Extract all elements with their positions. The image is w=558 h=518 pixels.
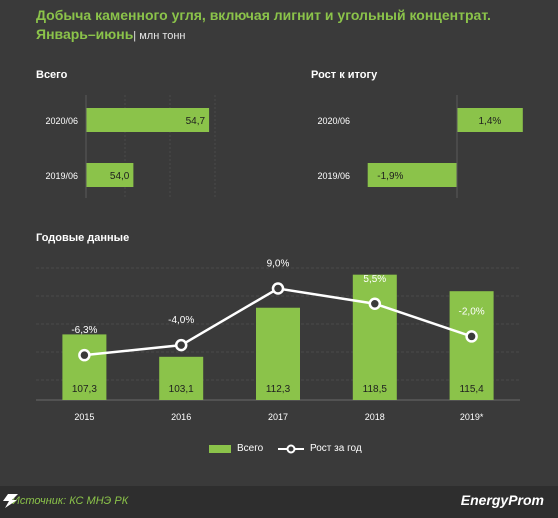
panel3-bar (352, 274, 397, 400)
source-note: Источник: КС МНЭ РК (12, 495, 129, 507)
panel3-category-label: 2018 (365, 412, 385, 422)
section-title-annual: Годовые данные (36, 232, 130, 244)
panel3-bar (62, 334, 107, 400)
panel3-bar-label: 103,1 (169, 384, 194, 395)
panel3-category-label: 2016 (171, 412, 191, 422)
panel2-bar-label: -1,9% (377, 171, 403, 182)
panel2-bar-label: 1,4% (479, 116, 502, 127)
panel1-bar-label: 54,0 (110, 171, 130, 182)
panel3-category-label: 2019* (460, 412, 484, 422)
panel3-growth-point (465, 330, 478, 343)
subtitle-period: Январь–июнь (36, 26, 134, 42)
panel3-bar (256, 307, 300, 400)
panel1-bar (86, 163, 134, 187)
panel3-category-label: 2015 (74, 412, 94, 422)
panel1-bar (86, 108, 210, 132)
panel3-growth-point (78, 348, 91, 362)
legend-label-total: Всего (237, 443, 264, 454)
legend-swatch-bar (209, 444, 231, 453)
panel1-category-label: 2020/06 (45, 116, 78, 126)
panel2-bar (367, 163, 457, 187)
legend-swatch-line (278, 444, 304, 453)
panel3-growth-point (271, 282, 285, 295)
panel3-growth-label: 5,5% (363, 274, 386, 285)
section-title-growth: Рост к итогу (311, 69, 378, 81)
panel2-category-label: 2020/06 (317, 116, 350, 126)
chart-legend: Всего Рост за год (0, 443, 558, 459)
subtitle-unit: | млн тонн (133, 30, 186, 42)
legend-item-growth: Рост за год (278, 443, 362, 454)
panel2-category-label: 2019/06 (317, 171, 350, 181)
chart-title: Добыча каменного угля, включая лигнит и … (36, 7, 491, 23)
panel3-growth-label: 9,0% (267, 259, 290, 270)
legend-item-total: Всего (209, 443, 263, 454)
section-title-total: Всего (36, 69, 68, 81)
panel3-bar (449, 291, 494, 400)
footer-bar: Источник: КС МНЭ РК EnergyProm (0, 486, 558, 518)
panel3-bar-label: 118,5 (363, 384, 388, 395)
panel2-bar (457, 108, 523, 132)
brand-logo-text: EnergyProm (460, 492, 544, 508)
panel3-bar-label: 115,4 (459, 384, 484, 395)
legend-label-growth: Рост за год (310, 443, 362, 454)
panel3-growth-point (174, 338, 188, 352)
panel1-category-label: 2019/06 (45, 171, 78, 181)
panel3-bar-label: 112,3 (266, 384, 291, 395)
panel3-bar (159, 356, 204, 400)
panel3-growth-point (368, 297, 382, 310)
panel3-growth-label: -6,3% (71, 325, 97, 336)
panel3-growth-label: -2,0% (459, 306, 485, 317)
chart-subtitle: Январь–июнь| млн тонн (36, 25, 186, 46)
panel1-bar-label: 54,7 (186, 116, 206, 127)
panel3-category-label: 2017 (268, 412, 288, 422)
panel3-bar-label: 107,3 (72, 384, 97, 395)
brand-logo-icon (3, 494, 18, 508)
panel3-growth-label: -4,0% (168, 315, 194, 326)
